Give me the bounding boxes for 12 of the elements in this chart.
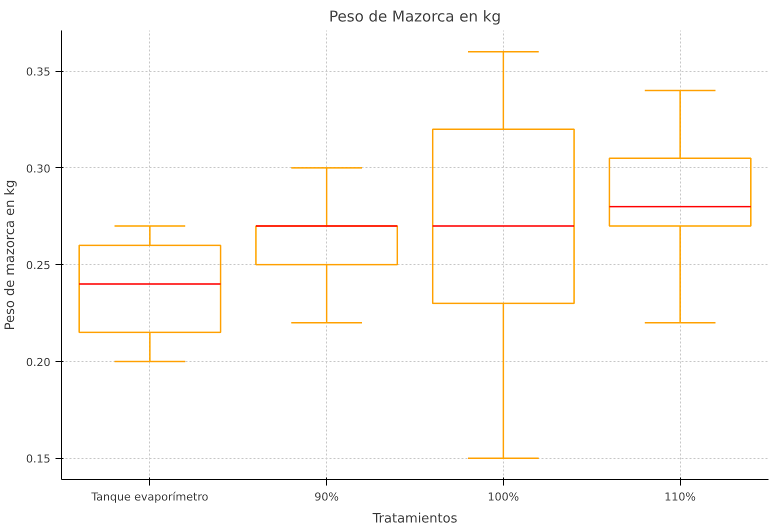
- y-tick-label: 0.35: [26, 66, 51, 79]
- y-tick-label: 0.20: [26, 356, 51, 369]
- y-tick-label: 0.30: [26, 162, 51, 176]
- y-axis-title: Peso de mazorca en kg: [3, 180, 18, 330]
- x-axis-title: Tratamientos: [372, 512, 458, 526]
- chart-title: Peso de Mazorca en kg: [329, 8, 501, 26]
- y-tick-label: 0.15: [26, 452, 51, 466]
- x-tick-label: 90%: [314, 490, 339, 504]
- x-tick-label: Tanque evaporímetro: [90, 490, 209, 504]
- x-tick-label: 100%: [488, 490, 520, 504]
- x-tick-label: 110%: [664, 490, 696, 504]
- y-tick-label: 0.25: [26, 259, 51, 272]
